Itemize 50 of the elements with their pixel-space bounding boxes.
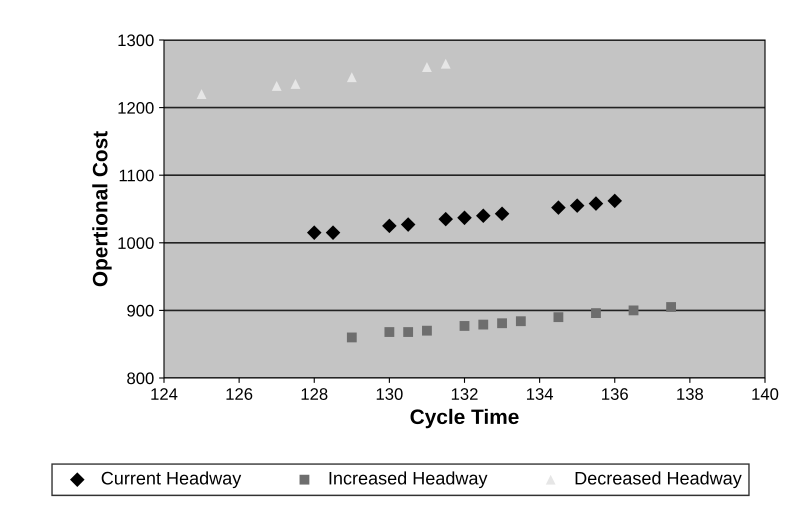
point	[551, 200, 566, 215]
point	[553, 312, 564, 322]
x-tick-label: 136	[602, 388, 628, 400]
point	[400, 217, 416, 232]
point	[666, 302, 676, 312]
x-tick-label: 124	[151, 388, 178, 400]
x-tick-label: 138	[677, 388, 704, 400]
point	[591, 308, 601, 318]
point	[607, 194, 622, 208]
point	[570, 198, 584, 213]
legend-label: Decreased Headway	[576, 471, 742, 488]
point	[457, 210, 472, 226]
point	[476, 208, 491, 224]
point	[346, 72, 357, 82]
point	[384, 327, 394, 337]
x-tick-label: 134	[526, 388, 554, 400]
x-axis-title: Cycle Time	[410, 408, 519, 428]
x-tick-label: 140	[752, 388, 778, 400]
point	[272, 81, 282, 91]
legend-label: Increased Headway	[330, 471, 488, 488]
point	[588, 196, 604, 211]
point	[478, 320, 488, 330]
point	[403, 327, 414, 337]
point	[422, 326, 432, 336]
point	[326, 225, 340, 240]
point	[440, 58, 451, 69]
point	[346, 332, 357, 342]
point	[516, 316, 526, 326]
y-tick-label: 1300	[118, 34, 154, 46]
point	[460, 321, 470, 331]
y-tick-label: 1100	[120, 170, 154, 182]
x-tick-label: 126	[226, 388, 252, 400]
point	[290, 79, 300, 89]
point	[382, 218, 397, 234]
y-tick-label: 1000	[118, 237, 154, 250]
y-tick-label: 900	[127, 304, 154, 317]
y-tick-label: 1200	[118, 102, 154, 114]
point	[438, 212, 454, 226]
point	[306, 225, 322, 240]
x-tick-label: 128	[302, 388, 328, 400]
x-tick-label: 132	[452, 388, 478, 400]
point	[494, 206, 510, 222]
point	[422, 62, 432, 72]
legend-label: Current Headway	[102, 471, 242, 488]
y-axis-title: Opertional Cost	[92, 131, 112, 286]
y-tick-label: 800	[127, 372, 154, 384]
point	[196, 89, 206, 99]
point	[628, 305, 638, 316]
x-tick-label: 130	[376, 388, 403, 400]
point	[497, 318, 507, 328]
